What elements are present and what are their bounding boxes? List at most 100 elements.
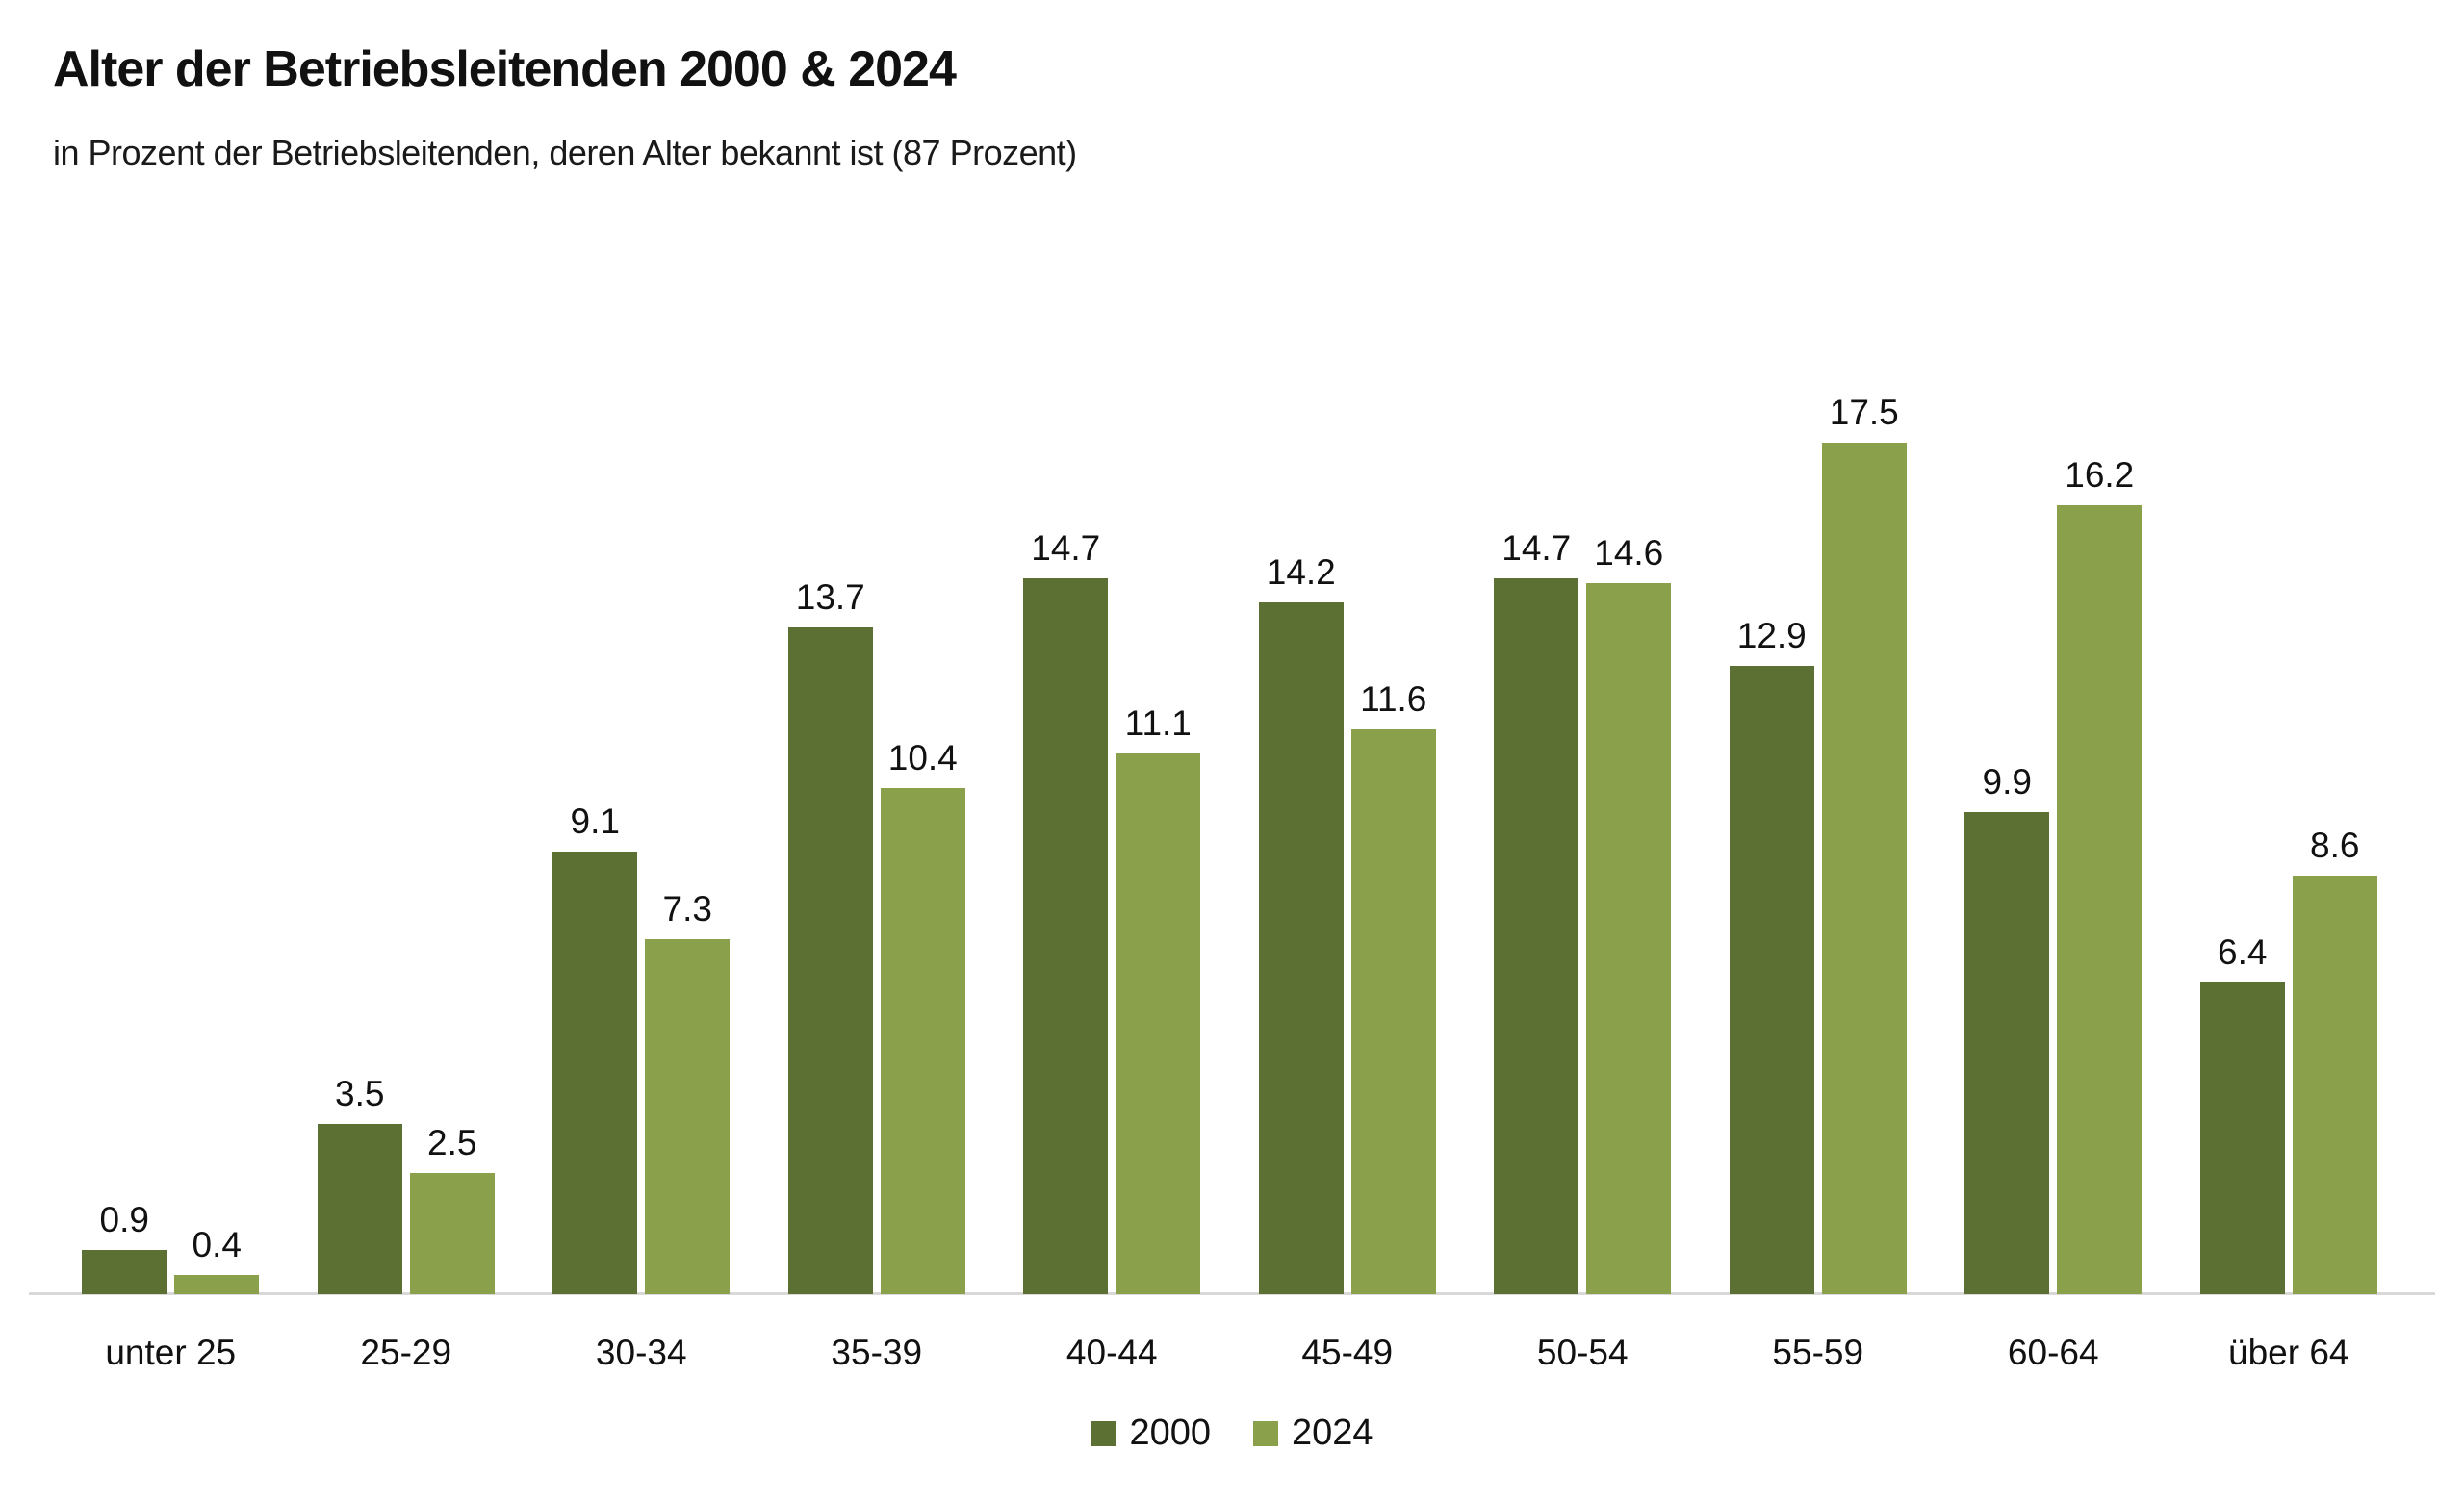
- bar-pair: 0.9 0.4: [82, 1202, 260, 1294]
- legend-swatch-2000: [1091, 1420, 1116, 1446]
- bar-2000: 9.9: [1964, 764, 2050, 1294]
- bar-fill-2024: [409, 1172, 495, 1294]
- bar-2024: 7.3: [645, 890, 731, 1294]
- bar-pair: 6.4 8.6: [2199, 827, 2377, 1294]
- value-label: 0.9: [99, 1200, 149, 1240]
- value-label: 0.4: [192, 1224, 242, 1264]
- legend-item-2024: 2024: [1253, 1413, 1373, 1454]
- category-label: 60-64: [2007, 1333, 2099, 1372]
- bar-group: 13.7 10.4 35-39: [759, 192, 995, 1372]
- bar-fill-2024: [174, 1274, 260, 1294]
- value-label: 14.7: [1031, 528, 1101, 569]
- bar-group: 14.2 11.6 45-49: [1230, 192, 1466, 1372]
- bar-2024: 2.5: [409, 1124, 495, 1294]
- value-label: 8.6: [2310, 825, 2360, 865]
- legend-swatch-2024: [1253, 1420, 1278, 1446]
- bar-fill-2000: [317, 1123, 402, 1294]
- bar-pair: 9.9 16.2: [1964, 457, 2143, 1294]
- bar-2000: 6.4: [2199, 934, 2285, 1294]
- page-title: Alter der Betriebsleitenden 2000 & 2024: [53, 41, 957, 97]
- bar-2000: 13.7: [787, 578, 873, 1294]
- bar-fill-2024: [1586, 583, 1672, 1294]
- value-label: 10.4: [887, 737, 958, 777]
- legend: 2000 2024: [0, 1413, 2464, 1454]
- bar-2024: 0.4: [174, 1226, 260, 1294]
- bar-fill-2024: [880, 787, 965, 1294]
- bar-group: 14.7 14.6 50-54: [1465, 192, 1701, 1372]
- bar-pair: 14.2 11.6: [1258, 554, 1436, 1294]
- value-label: 14.2: [1266, 552, 1336, 593]
- category-label: 25-29: [360, 1333, 452, 1372]
- value-label: 14.7: [1502, 528, 1572, 569]
- value-label: 3.5: [335, 1073, 385, 1113]
- value-label: 14.6: [1594, 533, 1664, 574]
- bar-2000: 3.5: [317, 1075, 402, 1294]
- bar-2024: 17.5: [1821, 394, 1907, 1294]
- bar-group: 9.9 16.2 60-64: [1936, 192, 2171, 1372]
- bar-group: 6.4 8.6 über 64: [2171, 192, 2407, 1372]
- bar-fill-2000: [1258, 602, 1344, 1294]
- bar-2024: 8.6: [2292, 827, 2377, 1294]
- bar-fill-2024: [2292, 875, 2377, 1294]
- bar-group: 12.9 17.5 55-59: [1701, 192, 1937, 1372]
- value-label: 11.1: [1124, 703, 1192, 744]
- value-label: 17.5: [1829, 392, 1899, 432]
- bar-fill-2024: [2057, 505, 2143, 1294]
- value-label: 13.7: [795, 576, 865, 617]
- value-label: 16.2: [2065, 455, 2135, 496]
- legend-label-2024: 2024: [1292, 1413, 1373, 1453]
- category-label: 45-49: [1301, 1333, 1394, 1372]
- bar-fill-2024: [645, 938, 731, 1294]
- bar-group: 0.9 0.4 unter 25: [53, 192, 289, 1372]
- bar-fill-2000: [1023, 578, 1109, 1294]
- bar-fill-2000: [1729, 666, 1814, 1294]
- x-axis-line: [29, 1292, 2435, 1295]
- category-label: über 64: [2228, 1333, 2349, 1372]
- value-label: 7.3: [662, 888, 712, 929]
- bar-2024: 14.6: [1586, 535, 1672, 1294]
- bar-2000: 12.9: [1729, 618, 1814, 1294]
- legend-label-2000: 2000: [1129, 1413, 1211, 1453]
- bar-fill-2024: [1821, 442, 1907, 1294]
- category-label: 35-39: [831, 1333, 923, 1372]
- bar-group: 9.1 7.3 30-34: [524, 192, 759, 1372]
- bar-2024: 16.2: [2057, 457, 2143, 1294]
- category-label: 50-54: [1536, 1333, 1629, 1372]
- bar-2000: 14.2: [1258, 554, 1344, 1294]
- bar-group: 3.5 2.5 25-29: [289, 192, 525, 1372]
- bar-pair: 9.1 7.3: [552, 803, 731, 1294]
- bar-pair: 14.7 14.6: [1494, 530, 1672, 1294]
- bar-fill-2000: [787, 626, 873, 1294]
- plot-area: 0.9 0.4 unter 25 3.5 2.5 25-29 9.1 7.3 30-34 13.7…: [29, 192, 2435, 1372]
- value-label: 11.6: [1360, 679, 1427, 720]
- bar-2024: 11.1: [1116, 705, 1201, 1294]
- legend-item-2000: 2000: [1091, 1413, 1211, 1454]
- bar-pair: 13.7 10.4: [787, 578, 965, 1294]
- bar-group: 14.7 11.1 40-44: [994, 192, 1230, 1372]
- bar-2000: 0.9: [82, 1202, 167, 1294]
- bar-pair: 14.7 11.1: [1023, 530, 1201, 1294]
- value-label: 12.9: [1736, 616, 1807, 656]
- bar-fill-2000: [552, 851, 638, 1294]
- value-label: 9.9: [1982, 762, 2032, 803]
- bar-2024: 11.6: [1350, 681, 1436, 1294]
- bar-pair: 12.9 17.5: [1729, 394, 1907, 1294]
- bar-fill-2000: [1964, 812, 2050, 1294]
- bar-fill-2000: [82, 1250, 167, 1294]
- bar-fill-2024: [1350, 729, 1436, 1294]
- category-label: 55-59: [1772, 1333, 1864, 1372]
- chart-subtitle: in Prozent der Betriebsleitenden, deren …: [53, 133, 1077, 172]
- bar-fill-2000: [2199, 982, 2285, 1294]
- category-label: 40-44: [1065, 1333, 1158, 1372]
- value-label: 9.1: [570, 801, 620, 841]
- bar-fill-2024: [1116, 753, 1201, 1294]
- bar-pair: 3.5 2.5: [317, 1075, 495, 1294]
- category-label: unter 25: [105, 1333, 237, 1372]
- bar-2000: 14.7: [1494, 530, 1579, 1294]
- value-label: 2.5: [427, 1122, 477, 1162]
- bar-2000: 9.1: [552, 803, 638, 1294]
- bar-2024: 10.4: [880, 739, 965, 1294]
- bar-fill-2000: [1494, 578, 1579, 1294]
- bar-2000: 14.7: [1023, 530, 1109, 1294]
